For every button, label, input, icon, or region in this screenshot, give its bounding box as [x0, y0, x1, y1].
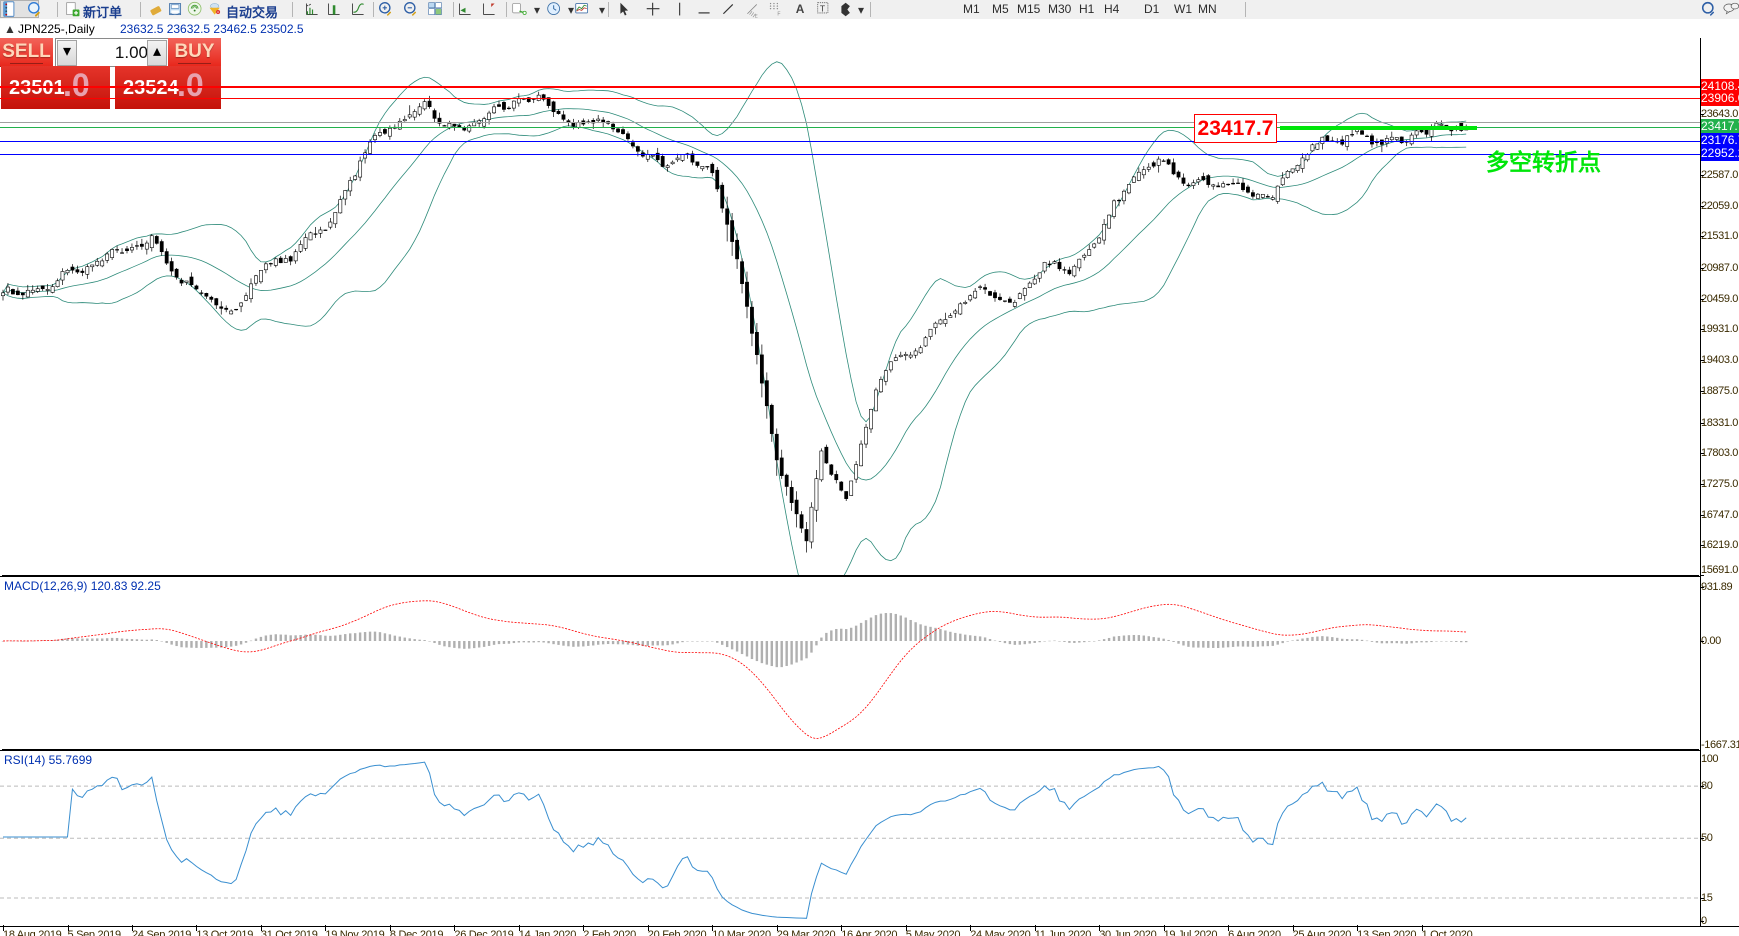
svg-text:A: A: [796, 2, 805, 16]
svg-text:T: T: [820, 4, 825, 14]
svg-text:E: E: [755, 14, 758, 18]
svg-text:F: F: [777, 11, 780, 17]
